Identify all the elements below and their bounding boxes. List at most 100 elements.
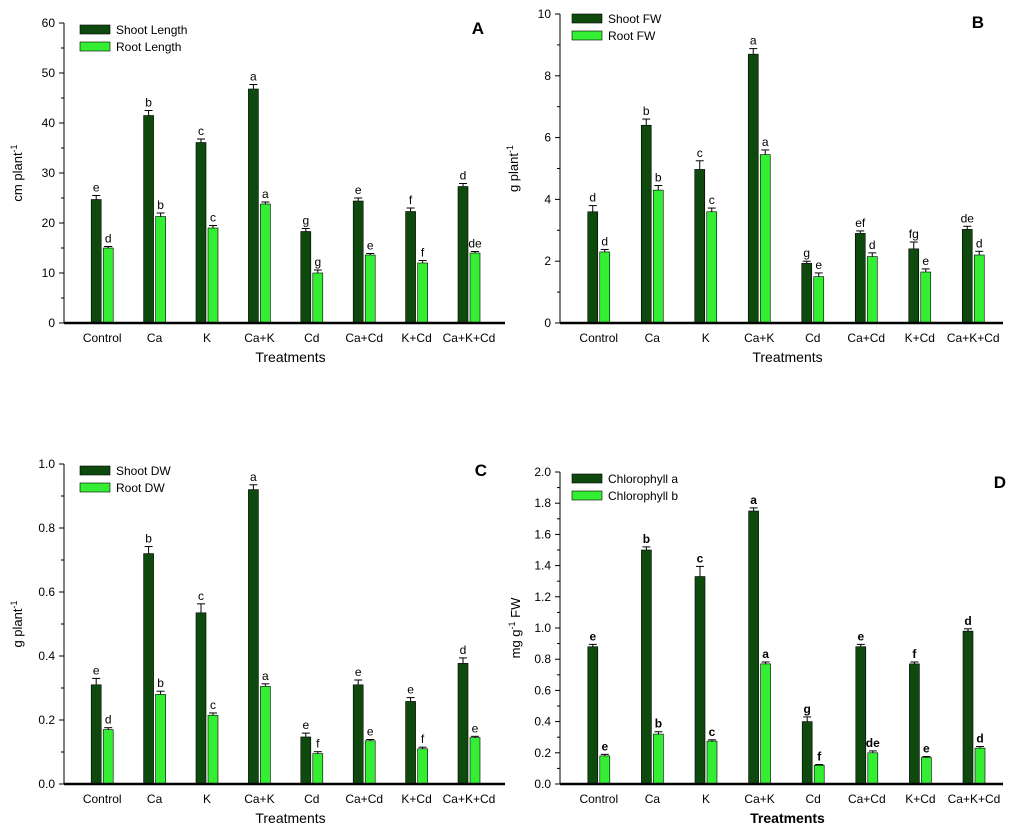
x-tick-label: Ca+K bbox=[244, 331, 274, 345]
y-axis-title-main: g plant bbox=[10, 608, 25, 647]
y-tick-label: 1.6 bbox=[534, 527, 551, 541]
x-tick-label: K+Cd bbox=[905, 792, 935, 806]
x-tick-label: K+Cd bbox=[401, 331, 431, 345]
bar-series1-ca-k bbox=[248, 88, 259, 324]
data-label: f bbox=[912, 647, 917, 661]
x-tick-label: Cd bbox=[806, 792, 821, 806]
bar-series1-cd bbox=[300, 736, 312, 785]
bar-series1-k bbox=[195, 612, 207, 785]
x-tick-label: Ca+Cd bbox=[345, 792, 383, 806]
bar-series1-control bbox=[90, 684, 102, 785]
panel-tag: B bbox=[972, 13, 984, 32]
data-label: d bbox=[976, 236, 983, 250]
bar-series2-cd bbox=[312, 272, 324, 324]
bar-series1-ca bbox=[143, 553, 154, 785]
y-tick-label: 0.6 bbox=[534, 683, 551, 697]
legend-swatch-2 bbox=[79, 482, 111, 493]
x-tick-label: Ca bbox=[147, 331, 163, 345]
x-axis-title: Treatments bbox=[750, 810, 825, 826]
bar-series1-ca-cd bbox=[855, 646, 867, 785]
y-tick-label: 0.4 bbox=[534, 715, 551, 729]
y-axis-title-sup: -1 bbox=[9, 144, 19, 152]
data-label: e bbox=[815, 258, 822, 272]
bar-series2-ca-k bbox=[260, 686, 271, 785]
data-label: b bbox=[157, 676, 164, 690]
data-label: b bbox=[655, 170, 662, 184]
x-tick-label: Ca+K bbox=[744, 331, 774, 345]
y-tick-label: 30 bbox=[42, 166, 56, 180]
bar-series2-ca-k-cd bbox=[973, 254, 985, 324]
y-tick-label: 0.4 bbox=[38, 649, 55, 663]
legend: Shoot Length Root Length bbox=[79, 23, 187, 54]
x-tick-label: Control bbox=[579, 331, 618, 345]
data-label: a bbox=[262, 669, 269, 683]
y-axis-title-main: mg g bbox=[508, 629, 523, 658]
x-tick-label: Control bbox=[83, 792, 122, 806]
data-label: e bbox=[601, 739, 608, 753]
bar-series2-ca-cd bbox=[364, 254, 376, 324]
data-label: d bbox=[589, 191, 596, 205]
y-axis-title-suffix: FW bbox=[508, 597, 523, 622]
data-label: g bbox=[803, 246, 810, 260]
data-label: c bbox=[210, 211, 216, 225]
bar-series1-control bbox=[587, 646, 599, 785]
bar-series1-cd bbox=[300, 231, 312, 324]
data-label: d bbox=[460, 643, 467, 657]
y-tick-label: 4 bbox=[544, 192, 551, 206]
bar-series1-ca-k bbox=[748, 510, 759, 785]
data-label: e bbox=[367, 725, 374, 739]
bar-series2-ca-k bbox=[759, 154, 771, 324]
x-tick-label: Ca+K bbox=[744, 792, 774, 806]
y-tick-label: 0.0 bbox=[38, 777, 55, 791]
y-tick-label: 6 bbox=[544, 131, 551, 145]
y-tick-label: 0.2 bbox=[38, 713, 55, 727]
data-label: de bbox=[866, 736, 880, 750]
x-tick-label: K bbox=[702, 792, 710, 806]
y-tick-label: 1.8 bbox=[534, 496, 551, 510]
y-tick-label: 1.0 bbox=[38, 457, 55, 471]
legend-swatch-1 bbox=[571, 473, 603, 484]
y-tick-label: 10 bbox=[42, 266, 56, 280]
legend: Chlorophyll a Chlorophyll b bbox=[571, 472, 678, 503]
legend-label-1: Shoot FW bbox=[608, 12, 662, 26]
panel-tag: C bbox=[475, 461, 487, 480]
y-axis-title-main: cm plant bbox=[10, 152, 25, 202]
data-label: a bbox=[750, 493, 757, 507]
legend-label-2: Root Length bbox=[116, 40, 181, 54]
panel-d: 0.0 0.2 0.4 0.6 0.8 1.0 1.2 1.4 1.6 1.8 2.0 e e Contr… bbox=[507, 465, 1006, 826]
y-tick-label: 0 bbox=[48, 316, 55, 330]
bar-series2-control bbox=[599, 251, 611, 324]
data-label: d bbox=[460, 169, 467, 183]
bar-series2-k bbox=[706, 211, 718, 324]
panel-b: 0246810ddControlbbCaccKaaCa+KgeCdefdCa+C… bbox=[505, 7, 1003, 365]
x-tick-label: K+Cd bbox=[401, 792, 431, 806]
data-label: de bbox=[961, 211, 975, 225]
legend-label-2: Chlorophyll b bbox=[608, 489, 678, 503]
y-tick-label: 1.2 bbox=[534, 590, 551, 604]
y-tick-label: 0.2 bbox=[534, 746, 551, 760]
data-label: d bbox=[601, 234, 608, 248]
bar-series1-ca-k-cd bbox=[457, 186, 469, 324]
data-label: b bbox=[157, 198, 164, 212]
bar-series2-ca-cd bbox=[866, 256, 878, 324]
data-label: d bbox=[976, 732, 983, 746]
legend-swatch-2 bbox=[79, 41, 111, 52]
legend-swatch-1 bbox=[79, 465, 111, 476]
x-tick-label: K bbox=[203, 331, 211, 345]
data-label: a bbox=[262, 187, 269, 201]
bar-series1-ca bbox=[143, 115, 154, 324]
data-label: e bbox=[857, 629, 864, 643]
data-label: g bbox=[804, 702, 811, 716]
y-axis-title: g plant-1 bbox=[9, 600, 25, 647]
data-label: fg bbox=[909, 227, 919, 241]
bar-series1-ca bbox=[640, 124, 652, 324]
bar-series2-control bbox=[599, 755, 611, 785]
panel-c: 0.0 0.2 0.4 0.6 0.8 1.0 e d Control b b Ca c c Ka a Ca+K… bbox=[9, 457, 505, 826]
bar-series1-cd bbox=[801, 721, 813, 785]
y-axis-title-sup: -1 bbox=[505, 145, 515, 153]
bar-series1-ca-cd bbox=[352, 684, 364, 785]
x-tick-label: Control bbox=[83, 331, 122, 345]
y-tick-label: 0.8 bbox=[38, 521, 55, 535]
y-tick-label: 60 bbox=[42, 16, 56, 30]
data-label: b bbox=[145, 532, 152, 546]
